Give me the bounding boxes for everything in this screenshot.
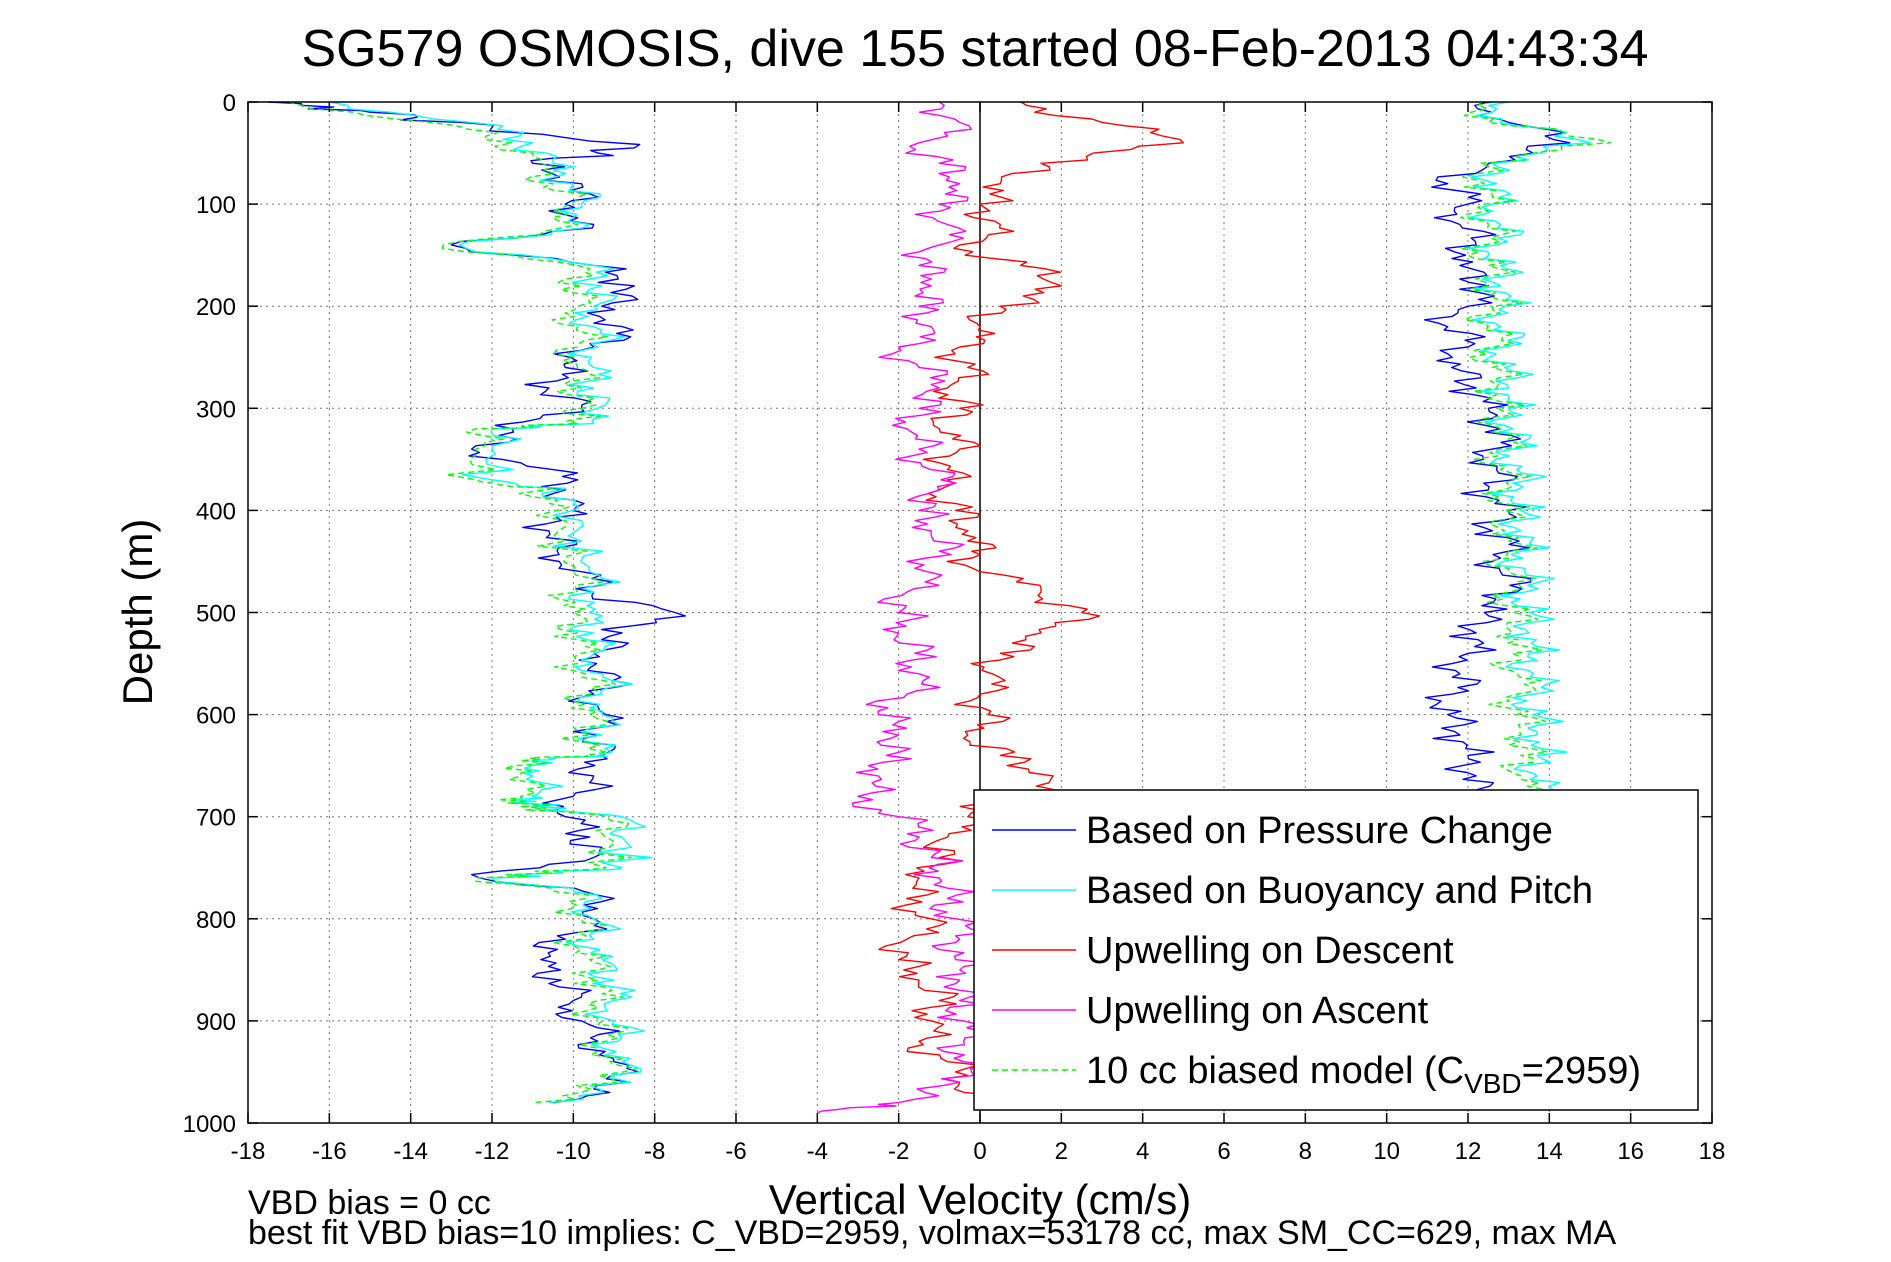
x-tick-label: 18 xyxy=(1699,1138,1726,1165)
x-tick-label: 6 xyxy=(1217,1138,1230,1165)
x-tick-label: 2 xyxy=(1055,1138,1068,1165)
x-tick-label: 8 xyxy=(1299,1138,1312,1165)
series-4 xyxy=(1467,101,1591,797)
x-tick-label: -10 xyxy=(556,1138,591,1165)
series-2 xyxy=(288,101,638,1104)
series-line xyxy=(288,101,638,1104)
x-tick-label: 0 xyxy=(973,1138,986,1165)
chart-title: SG579 OSMOSIS, dive 155 started 08-Feb-2… xyxy=(301,20,1648,78)
x-tick-label: 4 xyxy=(1136,1138,1149,1165)
legend-label-prefix: 10 cc biased model (C xyxy=(1086,1050,1464,1092)
x-tick-label: -14 xyxy=(393,1138,428,1165)
legend: Based on Pressure Change Based on Buoyanc… xyxy=(973,789,1699,1111)
x-tick-label: -18 xyxy=(231,1138,266,1165)
y-tick-label: 200 xyxy=(196,294,236,321)
y-tick-label: 400 xyxy=(196,498,236,525)
series-line xyxy=(329,101,653,1104)
legend-label-suffix: =2959) xyxy=(1522,1050,1641,1092)
x-tick-label: 10 xyxy=(1373,1138,1400,1165)
y-tick-label: 0 xyxy=(223,90,236,117)
footnote-line-1: VBD bias = 0 cc xyxy=(248,1184,491,1222)
legend-label: 10 cc biased model (CVBD=2959) xyxy=(1086,1050,1641,1099)
series-line xyxy=(878,101,1184,1104)
y-tick-label: 100 xyxy=(196,192,236,219)
y-tick-label: 900 xyxy=(196,1009,236,1036)
legend-label: Upwelling on Ascent xyxy=(1086,990,1429,1032)
footnote-line-2: best fit VBD bias=10 implies: C_VBD=2959… xyxy=(248,1214,1617,1252)
legend-box xyxy=(973,789,1699,1111)
x-tick-label: -8 xyxy=(644,1138,665,1165)
x-tick-label: -4 xyxy=(807,1138,828,1165)
axis-ticks: -18 -16 -14 -12 -10 -8 -6 -4 -2 0 2 4 6 8 10 12 14 16 18 0 1… xyxy=(183,90,1726,1165)
series-line xyxy=(1459,101,1611,797)
legend-label: Upwelling on Descent xyxy=(1086,930,1454,972)
x-tick-label: 12 xyxy=(1455,1138,1482,1165)
x-tick-label: -12 xyxy=(475,1138,510,1165)
series-line xyxy=(1467,101,1591,797)
y-tick-label: 800 xyxy=(196,907,236,934)
y-axis-label: Depth (m) xyxy=(114,519,161,706)
x-tick-label: -6 xyxy=(725,1138,746,1165)
data-series xyxy=(268,101,1611,1114)
x-tick-label: -16 xyxy=(312,1138,347,1165)
series-1 xyxy=(329,101,653,1104)
x-axis-label: Vertical Velocity (cm/s) xyxy=(769,1176,1191,1223)
legend-label-subscript: VBD xyxy=(1464,1068,1522,1099)
y-tick-label: 700 xyxy=(196,805,236,832)
legend-label: Based on Pressure Change xyxy=(1086,810,1553,852)
series-6 xyxy=(878,101,1184,1104)
x-tick-label: -2 xyxy=(888,1138,909,1165)
series-3 xyxy=(1423,101,1571,797)
y-tick-label: 500 xyxy=(196,601,236,628)
y-tick-label: 600 xyxy=(196,703,236,730)
x-tick-label: 14 xyxy=(1536,1138,1563,1165)
series-line xyxy=(817,101,994,1114)
y-tick-label: 1000 xyxy=(183,1111,236,1138)
series-line xyxy=(1423,101,1571,797)
y-tick-label: 300 xyxy=(196,396,236,423)
series-5 xyxy=(1459,101,1611,797)
series-7 xyxy=(817,101,994,1114)
x-tick-label: 16 xyxy=(1617,1138,1644,1165)
legend-label: Based on Buoyancy and Pitch xyxy=(1086,870,1593,912)
